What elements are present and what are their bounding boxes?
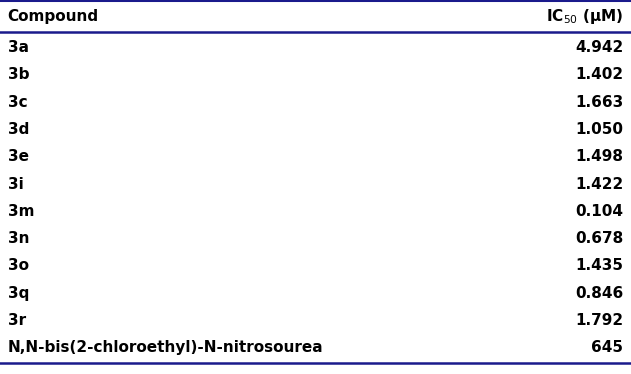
Text: 3b: 3b xyxy=(8,67,29,82)
Text: 3a: 3a xyxy=(8,40,28,55)
Text: 1.498: 1.498 xyxy=(575,149,623,164)
Text: 3n: 3n xyxy=(8,231,29,246)
Text: IC$_{50}$ (μM): IC$_{50}$ (μM) xyxy=(546,7,623,26)
Text: 3q: 3q xyxy=(8,286,29,301)
Text: N,N-bis(2-chloroethyl)-N-nitrosourea: N,N-bis(2-chloroethyl)-N-nitrosourea xyxy=(8,340,323,355)
Text: 3d: 3d xyxy=(8,122,29,137)
Text: 1.422: 1.422 xyxy=(575,177,623,191)
Text: Compound: Compound xyxy=(8,9,98,24)
Text: 0.678: 0.678 xyxy=(575,231,623,246)
Text: 1.402: 1.402 xyxy=(575,67,623,82)
Text: 645: 645 xyxy=(591,340,623,355)
Text: 0.846: 0.846 xyxy=(575,286,623,301)
Text: 4.942: 4.942 xyxy=(575,40,623,55)
Text: 3e: 3e xyxy=(8,149,28,164)
Text: 0.104: 0.104 xyxy=(575,204,623,219)
Text: 3i: 3i xyxy=(8,177,23,191)
Text: 3o: 3o xyxy=(8,258,28,273)
Text: 3r: 3r xyxy=(8,313,26,328)
Text: 1.663: 1.663 xyxy=(575,95,623,110)
Text: 3c: 3c xyxy=(8,95,27,110)
Text: 1.792: 1.792 xyxy=(575,313,623,328)
Text: 1.435: 1.435 xyxy=(575,258,623,273)
Text: 3m: 3m xyxy=(8,204,34,219)
Text: 1.050: 1.050 xyxy=(575,122,623,137)
